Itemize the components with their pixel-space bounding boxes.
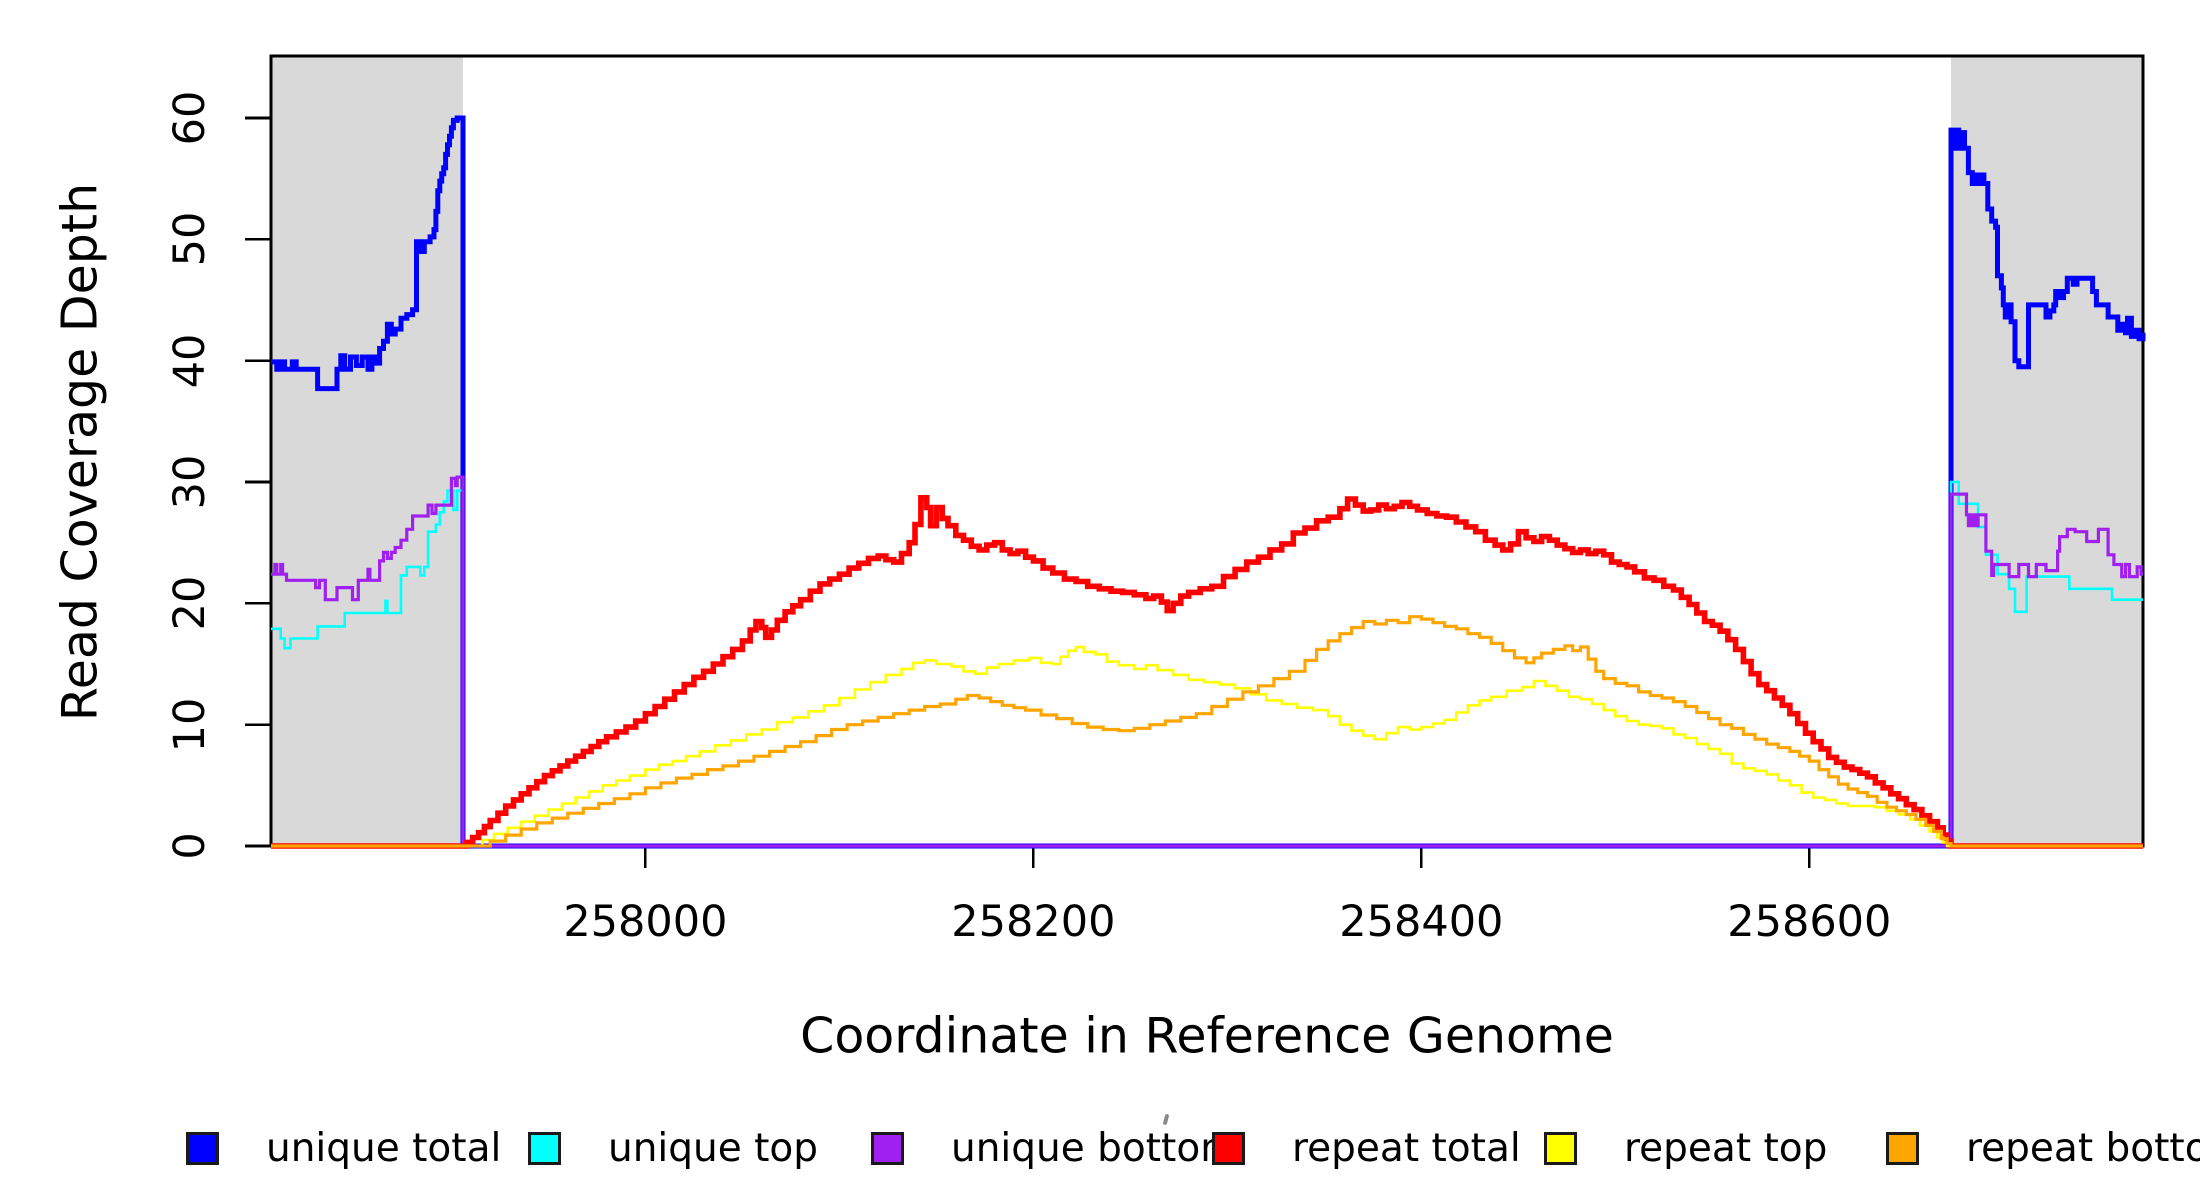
series-repeat-total-line [271,495,2143,849]
legend-swatch-repeat-bottom [1886,1132,1919,1165]
x-tick-label: 258600 [1727,897,1892,947]
y-tick-label: 20 [165,575,215,631]
legend-item-unique-bottom: unique bottom [871,1126,1238,1171]
legend-item-repeat-total: repeat total [1212,1126,1521,1171]
legend-swatch-repeat-top [1544,1132,1577,1165]
y-tick-label: 30 [165,454,215,510]
legend-label-repeat-total: repeat total [1292,1126,1521,1171]
series-repeat-bottom-line [271,615,2143,848]
legend-item-unique-top: unique top [528,1126,818,1171]
x-axis-title: Coordinate in Reference Genome [800,1007,1614,1065]
x-tick-label: 258400 [1339,897,1504,947]
y-tick-label: 10 [165,697,215,753]
legend-label-repeat-bottom: repeat bottom [1966,1126,2200,1171]
x-tick-label: 258000 [563,897,728,947]
series-unique-total-line [271,115,2146,849]
legend-swatch-unique-top [528,1132,561,1165]
legend-swatch-unique-bottom [871,1132,904,1165]
y-tick-label: 40 [165,333,215,389]
y-tick-label: 0 [165,832,215,860]
shaded-region-left-unique-flank [271,56,464,846]
legend-item-unique-total: unique total [186,1126,501,1171]
legend-label-unique-top: unique top [608,1126,819,1171]
series-repeat-top-line [271,645,2143,848]
shaded-region-right-unique-flank [1950,56,2143,846]
plot-box-border [269,54,2145,848]
legend-item-repeat-top: repeat top [1544,1126,1827,1171]
legend-label-unique-bottom: unique bottom [951,1126,1239,1171]
y-tick-label: 60 [165,90,215,146]
legend-swatch-unique-total [186,1132,219,1165]
legend-label-repeat-top: repeat top [1624,1126,1828,1171]
legend-swatch-repeat-total [1212,1132,1245,1165]
legend-label-unique-total: unique total [266,1126,502,1171]
series-unique-bottom-line [271,475,2143,848]
legend-item-repeat-bottom: repeat bottom [1886,1126,2200,1171]
x-tick-label: 258200 [951,897,1116,947]
y-axis-title: Read Coverage Depth [51,182,109,722]
y-tick-label: 50 [165,211,215,267]
